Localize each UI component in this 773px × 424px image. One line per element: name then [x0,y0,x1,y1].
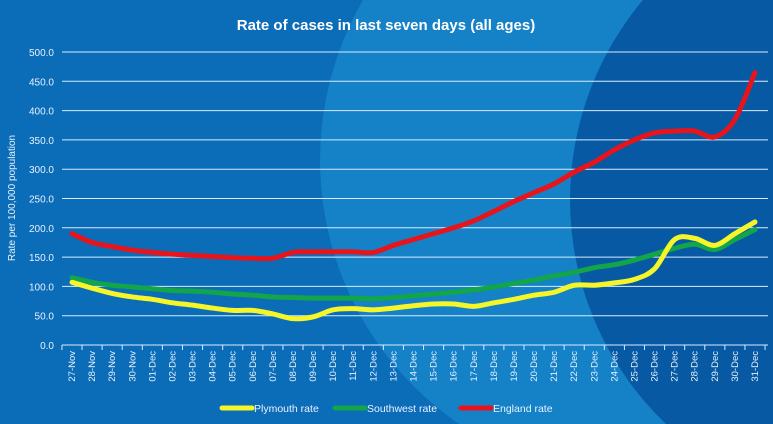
x-tick-label: 15-Dec [429,351,440,382]
y-tick-label: 50.0 [35,312,55,323]
x-tick-label: 28-Nov [87,351,98,382]
x-tick-label: 19-Dec [509,351,520,382]
x-tick-label: 30-Dec [730,351,741,382]
x-tick-label: 10-Dec [328,351,339,382]
y-tick-label: 400.0 [29,107,54,118]
legend-label: Plymouth rate [254,403,319,415]
x-tick-label: 14-Dec [409,351,420,382]
x-tick-label: 13-Dec [388,351,399,382]
x-tick-label: 07-Dec [268,351,279,382]
x-tick-label: 26-Dec [650,351,661,382]
x-tick-label: 09-Dec [308,351,319,382]
x-tick-label: 29-Dec [710,351,721,382]
x-tick-label: 24-Dec [609,351,620,382]
series-lines [69,70,758,322]
legend-label: England rate [493,403,553,415]
x-tick-label: 21-Dec [549,351,560,382]
legend-label: Southwest rate [367,403,437,415]
x-tick-label: 02-Dec [167,351,178,382]
x-axis-ticks: 27-Nov 28-Nov 29-Nov 30-Nov 01-Dec 02-Dec 03-D… [67,351,761,382]
chart-title: Rate of cases in last seven days (all ag… [237,17,535,34]
y-tick-label: 100.0 [29,282,54,293]
x-tick-label: 08-Dec [288,351,299,382]
legend: Plymouth rate Southwest rate England rate [219,403,553,415]
x-tick-label: 04-Dec [208,351,219,382]
x-tick-label: 25-Dec [629,351,640,382]
x-tick-label: 28-Dec [690,351,701,382]
y-tick-label: 150.0 [29,253,54,264]
y-tick-label: 300.0 [29,165,54,176]
y-tick-label: 450.0 [29,77,54,88]
x-tick-label: 18-Dec [489,351,500,382]
x-tick-label: 22-Dec [569,351,580,382]
x-tick-label: 29-Nov [107,351,118,382]
x-tick-label: 05-Dec [228,351,239,382]
x-tick-label: 03-Dec [188,351,199,382]
x-tick-label: 20-Dec [529,351,540,382]
x-tick-label: 12-Dec [368,351,379,382]
y-tick-label: 250.0 [29,195,54,206]
x-tick-label: 17-Dec [469,351,480,382]
grid [61,51,768,350]
background-dark-arc [570,0,773,424]
y-tick-label: 350.0 [29,136,54,147]
x-tick-label: 01-Dec [147,351,158,382]
x-tick-label: 16-Dec [449,351,460,382]
x-tick-label: 06-Dec [248,351,259,382]
y-axis-label: Rate per 100,000 population [7,135,18,261]
x-tick-label: 27-Nov [67,351,78,382]
y-tick-label: 500.0 [29,48,54,59]
x-tick-label: 27-Dec [670,351,681,382]
x-tick-label: 23-Dec [589,351,600,382]
y-tick-label: 200.0 [29,224,54,235]
x-tick-label: 30-Nov [127,351,138,382]
x-tick-label: 11-Dec [348,351,359,381]
y-axis-ticks: 0.0 50.0 100.0 150.0 200.0 250.0 300.0 350.0 400… [29,48,54,352]
y-tick-label: 0.0 [40,341,54,352]
x-tick-label: 31-Dec [750,351,761,382]
